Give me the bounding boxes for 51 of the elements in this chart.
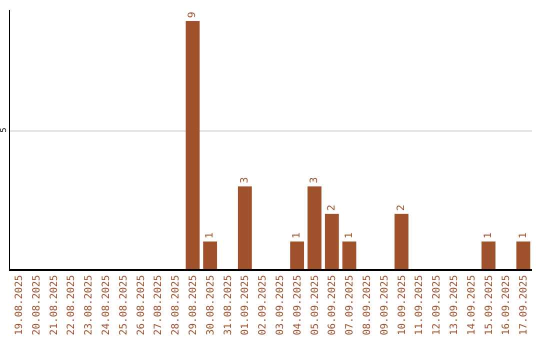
bar xyxy=(308,186,322,269)
bar xyxy=(324,214,339,269)
bar xyxy=(482,241,496,269)
bar xyxy=(342,241,356,269)
data-label: 3 xyxy=(309,176,320,184)
x-tick-label: 30.08.2025 xyxy=(205,275,216,336)
bar xyxy=(186,21,200,269)
data-label: 2 xyxy=(326,204,338,211)
x-tick-label: 24.08.2025 xyxy=(100,275,112,336)
data-label: 1 xyxy=(483,232,494,238)
data-label: 1 xyxy=(292,232,303,238)
data-label: 1 xyxy=(518,232,529,238)
data-label: 3 xyxy=(239,176,250,184)
x-tick-label: 12.09.2025 xyxy=(432,275,443,336)
x-tick-label: 04.09.2025 xyxy=(292,275,304,336)
x-tick-label: 16.09.2025 xyxy=(501,275,512,336)
x-tick-label: 13.09.2025 xyxy=(448,275,460,336)
x-tick-label: 26.08.2025 xyxy=(136,275,147,336)
bar xyxy=(516,241,530,269)
x-tick-label: 07.09.2025 xyxy=(344,275,356,336)
x-tick-label: 27.08.2025 xyxy=(153,275,164,336)
x-tick-label: 02.09.2025 xyxy=(258,275,269,336)
bar xyxy=(394,214,408,269)
data-label: 1 xyxy=(344,232,355,238)
bar xyxy=(290,241,304,269)
x-tick-label: 31.08.2025 xyxy=(222,275,234,336)
x-tick-label: 28.08.2025 xyxy=(170,275,182,336)
x-tick-label: 21.08.2025 xyxy=(48,275,60,336)
x-tick-label: 25.08.2025 xyxy=(118,275,130,336)
data-label: 9 xyxy=(187,12,198,18)
x-tick-label: 23.08.2025 xyxy=(84,275,95,336)
x-tick-label: 09.09.2025 xyxy=(379,275,390,336)
x-tick-label: 29.08.2025 xyxy=(188,275,199,336)
x-tick-label: 17.09.2025 xyxy=(518,275,530,336)
x-tick-label: 19.08.2025 xyxy=(14,275,25,336)
bar xyxy=(203,241,218,269)
x-tick-label: 22.08.2025 xyxy=(66,275,78,336)
y-tick-label: 5 xyxy=(0,127,8,133)
x-tick-label: 10.09.2025 xyxy=(396,275,408,336)
x-tick-label: 15.09.2025 xyxy=(484,275,495,336)
x-tick-label: 06.09.2025 xyxy=(327,275,338,336)
bar xyxy=(238,186,252,269)
x-tick-label: 08.09.2025 xyxy=(362,275,373,336)
x-tick-label: 05.09.2025 xyxy=(310,275,321,336)
x-tick-label: 20.08.2025 xyxy=(31,275,42,336)
x-tick-label: 01.09.2025 xyxy=(240,275,252,336)
data-label: 2 xyxy=(396,204,407,211)
x-tick-label: 14.09.2025 xyxy=(466,275,478,336)
x-tick-label: 11.09.2025 xyxy=(414,275,426,336)
x-tick-label: 03.09.2025 xyxy=(274,275,286,336)
data-label: 1 xyxy=(204,232,216,238)
